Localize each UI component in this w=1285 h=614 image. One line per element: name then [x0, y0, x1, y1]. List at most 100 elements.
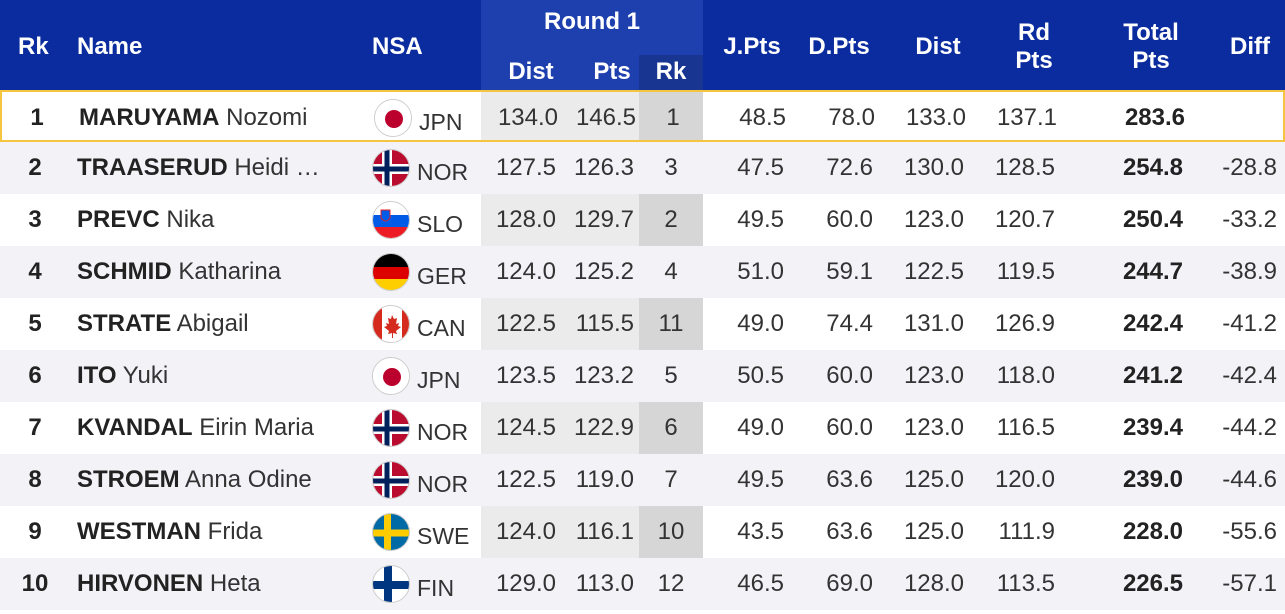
header-rank[interactable]: Rk	[18, 33, 49, 60]
germany-flag-icon	[372, 253, 410, 291]
header-nsa[interactable]: NSA	[372, 33, 423, 60]
diff: -38.9	[1222, 258, 1277, 285]
slovenia-flag-icon	[372, 201, 410, 239]
round1-distance: 122.5	[495, 466, 556, 493]
table-row[interactable]: 1 MARUYAMA Nozomi JPN 134.0 146.5 1 48.5 78.0 13…	[0, 90, 1285, 142]
nsa-code: FIN	[417, 575, 455, 601]
athlete-last-name: HIRVONEN	[77, 570, 204, 597]
athlete-name[interactable]: STRATE Abigail	[77, 298, 352, 350]
header-round1-pts[interactable]: Pts	[593, 58, 631, 85]
distance-points: 78.0	[828, 104, 875, 131]
athlete-name[interactable]: WESTMAN Frida	[77, 506, 352, 558]
header-round-points[interactable]: Rd Pts	[992, 19, 1076, 75]
distance-points: 63.6	[826, 518, 873, 545]
distance-points: 59.1	[826, 258, 873, 285]
norway-flag-icon	[372, 461, 410, 499]
distance: 122.5	[903, 258, 964, 285]
total-points: 254.8	[1122, 154, 1183, 181]
round1-rank: 10	[657, 518, 685, 545]
rank: 2	[28, 154, 42, 181]
round-points: 111.9	[998, 518, 1056, 545]
athlete-last-name: STROEM	[77, 466, 180, 493]
header-total-points[interactable]: Total Pts	[1108, 19, 1194, 75]
round-points: 120.7	[994, 206, 1055, 233]
header-round1-dist[interactable]: Dist	[508, 58, 554, 85]
header-distance-points[interactable]: D.Pts	[808, 33, 870, 60]
athlete-last-name: SCHMID	[77, 258, 172, 285]
athlete-name[interactable]: STROEM Anna Odine	[77, 454, 352, 506]
japan-flag-icon	[372, 357, 410, 395]
table-row[interactable]: 9 WESTMAN Frida SWE 124.0 116.1 10 43.5 63.6 125…	[0, 506, 1285, 558]
header-judge-points[interactable]: J.Pts	[723, 33, 781, 60]
distance-points: 72.6	[826, 154, 873, 181]
judge-points: 46.5	[737, 570, 784, 597]
nsa-code: JPN	[417, 367, 461, 393]
round1-rank-header-band	[639, 55, 703, 90]
total-points: 228.0	[1122, 518, 1183, 545]
athlete-name[interactable]: HIRVONEN Heta	[77, 558, 352, 610]
round1-points: 115.5	[575, 310, 634, 337]
athlete-last-name: ITO	[77, 362, 117, 389]
table-row[interactable]: 4 SCHMID Katharina GER 124.0 125.2 4 51.0 59.1 1…	[0, 246, 1285, 298]
total-points: 226.5	[1122, 570, 1183, 597]
round1-rank: 7	[664, 466, 678, 493]
athlete-name[interactable]: MARUYAMA Nozomi	[79, 92, 354, 144]
header-round1-rank[interactable]: Rk	[655, 58, 687, 85]
diff	[1202, 92, 1279, 144]
round1-distance: 122.5	[495, 310, 556, 337]
japan-flag-icon	[374, 99, 412, 137]
table-row[interactable]: 7 KVANDAL Eirin Maria NOR 124.5 122.9 6 49.0 60…	[0, 402, 1285, 454]
table-row[interactable]: 2 TRAASERUD Heidi … NOR 127.5 126.3 3 47.5 72.6…	[0, 142, 1285, 194]
athlete-name[interactable]: KVANDAL Eirin Maria	[77, 402, 352, 454]
judge-points: 49.5	[737, 206, 784, 233]
header-round-points-line2: Pts	[1015, 47, 1053, 74]
table-row[interactable]: 10 HIRVONEN Heta FIN 129.0 113.0 12 46.5 69.0 12…	[0, 558, 1285, 610]
round1-points: 113.0	[575, 570, 634, 597]
round-points: 113.5	[996, 570, 1055, 597]
table-row[interactable]: 5 STRATE Abigail CAN 122.5 115.5 11 49.0 74.4 13…	[0, 298, 1285, 350]
distance-points: 60.0	[826, 206, 873, 233]
round1-distance: 134.0	[497, 104, 558, 131]
distance-points: 74.4	[826, 310, 873, 337]
nsa-code: JPN	[419, 109, 463, 135]
canada-flag-icon	[372, 305, 410, 343]
round1-rank: 2	[664, 206, 678, 233]
total-points: 239.4	[1122, 414, 1183, 441]
rank: 7	[28, 414, 42, 441]
nsa-code: NOR	[417, 471, 469, 497]
header-diff[interactable]: Diff	[1230, 33, 1270, 60]
athlete-name[interactable]: PREVC Nika	[77, 194, 352, 246]
athlete-first-name: Abigail	[176, 310, 249, 337]
athlete-first-name: Yuki	[122, 362, 169, 389]
athlete-name[interactable]: TRAASERUD Heidi …	[77, 142, 352, 194]
round1-rank: 1	[666, 104, 680, 131]
header-total-points-line2: Pts	[1132, 47, 1170, 74]
athlete-name[interactable]: ITO Yuki	[77, 350, 352, 402]
round1-distance: 129.0	[495, 570, 556, 597]
table-row[interactable]: 8 STROEM Anna Odine NOR 122.5 119.0 7 49.5 63.6…	[0, 454, 1285, 506]
round1-distance: 127.5	[495, 154, 556, 181]
round1-rank: 3	[664, 154, 678, 181]
round-points: 119.5	[996, 258, 1055, 285]
total-points: 242.4	[1122, 310, 1183, 337]
rank: 10	[21, 570, 49, 597]
athlete-name[interactable]: SCHMID Katharina	[77, 246, 352, 298]
round1-points: 125.2	[573, 258, 634, 285]
header-name[interactable]: Name	[77, 33, 143, 60]
diff: -44.6	[1222, 466, 1277, 493]
distance: 131.0	[903, 310, 964, 337]
athlete-first-name: Anna Odine	[185, 466, 312, 493]
table-row[interactable]: 3 PREVC Nika SLO 128.0 129.7 2 49.5 60.0 123.0 12…	[0, 194, 1285, 246]
nsa-code: SLO	[417, 211, 464, 237]
judge-points: 50.5	[737, 362, 784, 389]
rank: 3	[28, 206, 42, 233]
diff: -41.2	[1222, 310, 1277, 337]
judge-points: 47.5	[737, 154, 784, 181]
table-row[interactable]: 6 ITO Yuki JPN 123.5 123.2 5 50.5 60.0 123.0 118.…	[0, 350, 1285, 402]
round1-points: 146.5	[575, 104, 636, 131]
judge-points: 43.5	[737, 518, 784, 545]
distance: 123.0	[903, 206, 964, 233]
header-distance[interactable]: Dist	[915, 33, 961, 60]
distance: 133.0	[905, 104, 966, 131]
round-points: 128.5	[994, 154, 1055, 181]
